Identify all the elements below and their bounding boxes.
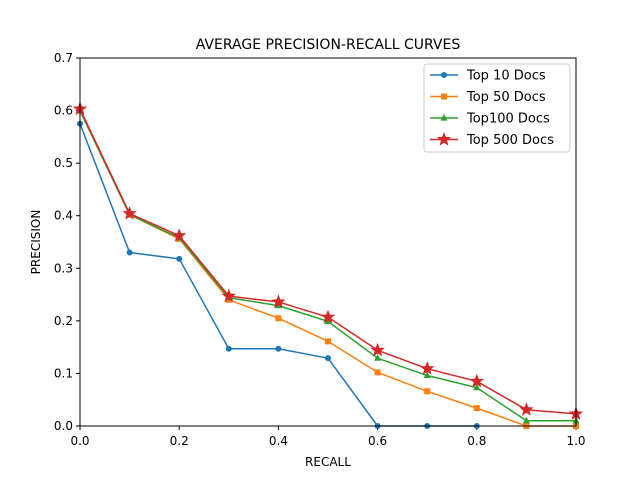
legend-item: Top100 Docs xyxy=(430,112,550,127)
y-tick-label: 0.1 xyxy=(54,366,73,380)
data-point xyxy=(522,416,530,424)
data-point xyxy=(225,345,232,352)
data-point xyxy=(325,355,331,362)
data-point xyxy=(473,383,481,391)
data-point xyxy=(320,309,336,324)
x-tick-label: 0.4 xyxy=(269,434,288,448)
data-point xyxy=(370,342,385,357)
series-2 xyxy=(77,107,579,429)
data-point xyxy=(275,315,282,322)
data-point xyxy=(172,228,187,242)
y-tick-label: 0.7 xyxy=(54,51,73,65)
series-line xyxy=(79,108,577,415)
legend-label: Top100 Docs xyxy=(466,112,550,127)
legend-marker xyxy=(441,93,447,100)
chart-title: AVERAGE PRECISION-RECALL CURVES xyxy=(196,37,461,53)
legend-item: Top 50 Docs xyxy=(430,90,546,105)
data-point xyxy=(420,361,435,375)
data-point xyxy=(275,345,282,352)
data-point xyxy=(469,373,484,388)
y-tick-label: 0.5 xyxy=(54,156,73,170)
x-axis-title: RECALL xyxy=(305,455,351,469)
legend-marker xyxy=(436,132,452,146)
series-line xyxy=(79,110,576,422)
series-1 xyxy=(77,120,480,429)
legend-item: Top 10 Docs xyxy=(430,69,546,84)
legend-marker xyxy=(441,72,447,78)
data-point xyxy=(176,255,183,262)
data-point xyxy=(374,369,381,376)
legend-item: Top 500 Docs xyxy=(430,132,554,148)
legend-label: Top 50 Docs xyxy=(466,90,546,105)
y-tick-label: 0.3 xyxy=(54,261,73,275)
legend-box xyxy=(423,63,571,153)
y-tick-label: 0.4 xyxy=(54,209,73,223)
y-axis-title: PRECISION xyxy=(29,210,43,275)
legend-label: Top 500 Docs xyxy=(466,133,554,148)
series-line xyxy=(79,123,477,427)
data-point xyxy=(473,405,480,412)
legend-marker xyxy=(440,114,448,121)
data-point xyxy=(122,206,137,220)
x-tick-label: 0.0 xyxy=(70,434,89,448)
data-point xyxy=(424,388,431,395)
legend-label: Top 10 Docs xyxy=(466,69,546,84)
data-point xyxy=(126,249,133,256)
plot-area: 0.0 0.2 0.4 0.6 0.8 1.0 0.0 0.1 0.2 0.3 0.4 0.5 0.6 0… xyxy=(54,51,586,448)
data-point xyxy=(374,354,382,361)
data-point xyxy=(221,288,236,303)
series-3 xyxy=(76,106,580,424)
x-tick-label: 0.8 xyxy=(467,434,486,448)
y-tick-label: 0.6 xyxy=(54,104,73,118)
x-tick-label: 0.2 xyxy=(170,434,189,448)
data-point xyxy=(271,294,286,308)
y-tick-label: 0.0 xyxy=(54,419,73,433)
data-point xyxy=(519,402,534,416)
data-point xyxy=(423,371,431,379)
plot-frame xyxy=(79,57,577,427)
x-tick-label: 0.6 xyxy=(368,434,387,448)
series-line xyxy=(79,110,576,427)
x-tick-label: 1.0 xyxy=(566,434,585,448)
data-point xyxy=(324,317,332,324)
y-tick-label: 0.2 xyxy=(54,314,73,328)
data-point xyxy=(325,338,331,345)
legend: Top 10 Docs Top 50 Docs Top100 Docs Top 500… xyxy=(423,63,571,153)
